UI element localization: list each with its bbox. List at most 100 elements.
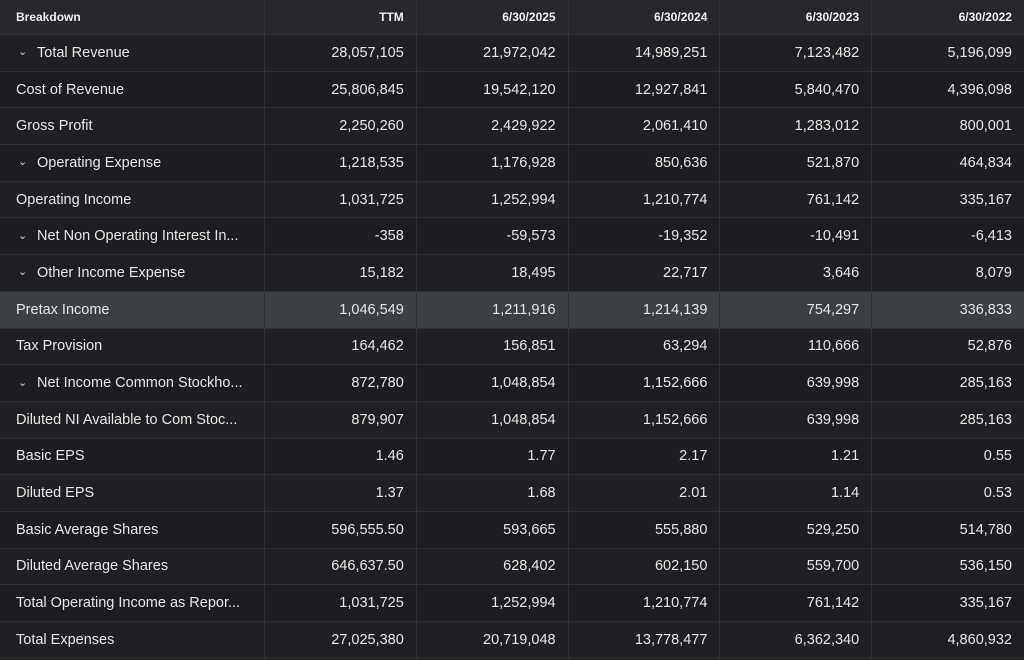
row-label-cell[interactable]: ⌄ Operating Expense [0,145,265,181]
row-label: Cost of Revenue [16,81,125,98]
value-cell: 639,998 [720,401,873,438]
row-label-cell[interactable]: ⌄ Total Revenue [0,35,265,71]
table-row[interactable]: Total Operating Income as Repor... 1,031,… [0,585,1024,622]
row-label-cell: Tax Provision [0,328,265,365]
table-row[interactable]: Pretax Income 1,046,549 1,211,916 1,214,139… [0,291,1024,329]
value-cell: 602,150 [569,548,721,585]
table-row[interactable]: Basic EPS 1.46 1.77 2.17 1.21 0.55 [0,438,1024,476]
row-label: Diluted EPS [16,485,95,502]
row-label: Other Income Expense [37,264,186,281]
value-cell: 1,152,666 [569,401,721,438]
table-row[interactable]: Gross Profit 2,250,260 2,429,922 2,061,410 1… [0,108,1024,146]
value-cell: 1,214,139 [569,291,721,328]
value-cell: 335,167 [959,191,1012,208]
value-cell: 529,250 [720,511,873,548]
value-cell: 2,250,260 [265,108,417,145]
column-header-2022[interactable]: 6/30/2022 [958,10,1012,24]
value-cell: 1,283,012 [720,108,873,145]
column-header-2024[interactable]: 6/30/2024 [569,0,721,34]
row-label-cell[interactable]: ⌄ Other Income Expense [0,255,265,291]
row-label: Basic EPS [16,448,85,465]
chevron-down-icon[interactable]: ⌄ [18,229,28,242]
chevron-down-icon[interactable]: ⌄ [18,266,28,279]
row-label-cell: Diluted EPS [0,475,265,511]
table-row[interactable]: ⌄ Net Income Common Stockho... 872,780 1,04… [0,365,1024,402]
value-cell: 761,142 [720,585,873,621]
row-label-cell: Total Expenses [0,622,265,658]
value-cell: 335,167 [959,595,1012,612]
value-cell: 1.14 [720,475,873,511]
row-label: Operating Expense [37,154,162,171]
row-label: Diluted NI Available to Com Stoc... [16,411,238,428]
value-cell: 1,210,774 [569,181,721,218]
value-cell: 8,079 [975,264,1012,281]
value-cell: 3,646 [720,255,873,291]
table-row[interactable]: Diluted EPS 1.37 1.68 2.01 1.14 0.53 [0,475,1024,512]
value-cell: 63,294 [569,328,721,365]
value-cell: 1,031,725 [265,181,417,218]
row-label: Diluted Average Shares [16,558,169,575]
column-header-2025[interactable]: 6/30/2025 [417,0,569,34]
row-label-cell: Gross Profit [0,108,265,145]
table-row[interactable]: Basic Average Shares 596,555.50 593,665 555… [0,511,1024,549]
value-cell: 285,163 [959,375,1012,392]
chevron-down-icon[interactable]: ⌄ [18,376,28,389]
value-cell: 1.21 [720,438,873,475]
value-cell: 7,123,482 [720,35,873,71]
value-cell: 1,152,666 [569,365,721,401]
row-label-cell[interactable]: ⌄ Net Non Operating Interest In... [0,218,265,255]
value-cell: 0.55 [983,448,1012,465]
row-label: Total Revenue [37,44,130,61]
value-cell: 593,665 [417,511,569,548]
row-label-cell[interactable]: ⌄ Net Income Common Stockho... [0,365,265,401]
value-cell: 646,637.50 [265,548,417,585]
table-row[interactable]: Cost of Revenue 25,806,845 19,542,120 12,92… [0,71,1024,109]
value-cell: 1,210,774 [569,585,721,621]
chevron-down-icon[interactable]: ⌄ [18,46,28,59]
value-cell: 28,057,105 [265,35,417,71]
table-row[interactable]: Diluted Average Shares 646,637.50 628,402 6… [0,548,1024,586]
value-cell: 156,851 [417,328,569,365]
table-row[interactable]: ⌄ Net Non Operating Interest In... -358 -59… [0,218,1024,256]
table-row[interactable]: Operating Income 1,031,725 1,252,994 1,210,… [0,181,1024,219]
table-header: Breakdown TTM 6/30/2025 6/30/2024 6/30/2… [0,0,1024,35]
value-cell: 14,989,251 [569,35,721,71]
row-label: Tax Provision [16,338,103,355]
value-cell: 761,142 [720,181,873,218]
value-cell: 536,150 [959,558,1012,575]
value-cell: 20,719,048 [417,622,569,658]
row-label-cell: Pretax Income [0,291,265,328]
row-label: Total Expenses [16,631,115,648]
row-label-cell: Cost of Revenue [0,71,265,108]
row-label: Basic Average Shares [16,521,159,538]
column-header-2023[interactable]: 6/30/2023 [720,0,873,34]
table-row[interactable]: ⌄ Total Revenue 28,057,105 21,972,042 14,989… [0,35,1024,72]
value-cell: 1,031,725 [265,585,417,621]
value-cell: 22,717 [569,255,721,291]
value-cell: 1.37 [265,475,417,511]
column-header-ttm[interactable]: TTM [265,0,417,34]
value-cell: 1,252,994 [417,585,569,621]
table-row[interactable]: ⌄ Operating Expense 1,218,535 1,176,928 850,… [0,145,1024,182]
table-body: ⌄ Total Revenue 28,057,105 21,972,042 14,989… [0,35,1024,659]
value-cell: 521,870 [720,145,873,181]
row-label: Pretax Income [16,301,110,318]
value-cell: 2.17 [569,438,721,475]
value-cell: 21,972,042 [417,35,569,71]
row-label-cell: Total Operating Income as Repor... [0,585,265,621]
value-cell: 1.46 [265,438,417,475]
column-header-breakdown[interactable]: Breakdown [0,0,265,34]
table-row[interactable]: Tax Provision 164,462 156,851 63,294 110,666… [0,328,1024,366]
value-cell: 164,462 [265,328,417,365]
value-cell: 110,666 [720,328,873,365]
value-cell: 4,860,932 [947,631,1012,648]
value-cell: 2,429,922 [417,108,569,145]
table-row[interactable]: ⌄ Other Income Expense 15,182 18,495 22,717 3… [0,255,1024,292]
value-cell: 1.77 [417,438,569,475]
table-row[interactable]: Diluted NI Available to Com Stoc... 879,9… [0,401,1024,439]
table-row[interactable]: Total Expenses 27,025,380 20,719,048 13,778… [0,622,1024,659]
value-cell: 0.53 [983,485,1012,502]
chevron-down-icon[interactable]: ⌄ [18,156,28,169]
value-cell: 639,998 [720,365,873,401]
